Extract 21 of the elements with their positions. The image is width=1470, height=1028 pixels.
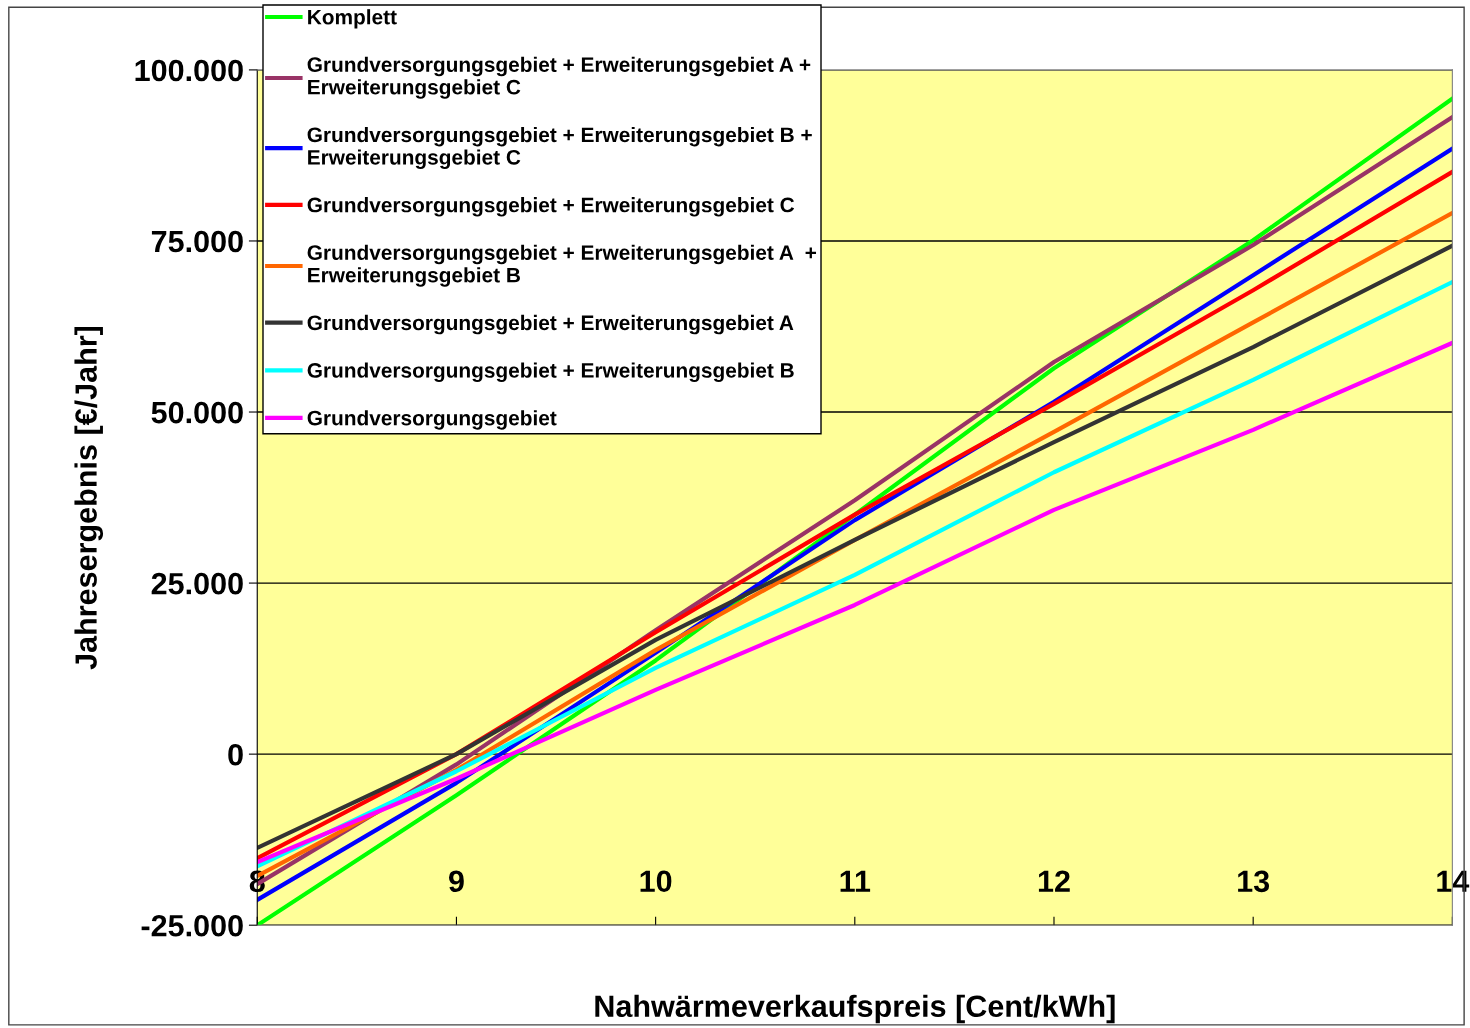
- y-tick-label: 25.000: [151, 572, 243, 595]
- legend-label: Grundversorgungsgebiet + Erweiterungsgebiet C: [307, 197, 795, 217]
- x-tick-label: 11: [840, 870, 871, 892]
- legend-label: Grundversorgungsgebiet + Erweiterungsgebiet A: [307, 314, 794, 335]
- x-axis-title: Nahwärmeverkaufspreis [Cent/kWh]: [595, 994, 1115, 1024]
- legend-label: Grundversorgungsgebiet + Erweiterungsgebiet B + Erweiterungsgebiet C: [307, 126, 812, 169]
- y-tick-label: 75.000: [151, 230, 243, 253]
- x-tick-label: 9: [449, 870, 464, 893]
- x-tick-label: 10: [640, 870, 672, 893]
- y-axis-title: Jahresergebnis [€/Jahr]: [74, 326, 104, 670]
- y-tick-label: 50.000: [151, 401, 243, 424]
- y-tick-label: 0: [228, 743, 243, 766]
- x-tick-label: 12: [1038, 870, 1070, 892]
- y-tick-label: 100.000: [135, 59, 243, 82]
- legend-label: Grundversorgungsgebiet + Erweiterungsgebiet B: [307, 362, 794, 382]
- legend-label: Grundversorgungsgebiet + Erweiterungsgebiet A + Erweiterungsgebiet B: [307, 244, 817, 287]
- legend-label: Komplett: [308, 9, 397, 29]
- x-tick-label: 13: [1238, 870, 1270, 893]
- legend-label: Grundversorgungsgebiet: [307, 410, 557, 430]
- legend-label: Grundversorgungsgebiet + Erweiterungsgebiet A + Erweiterungsgebiet C: [307, 56, 811, 99]
- y-tick-label: -25.000: [141, 914, 243, 937]
